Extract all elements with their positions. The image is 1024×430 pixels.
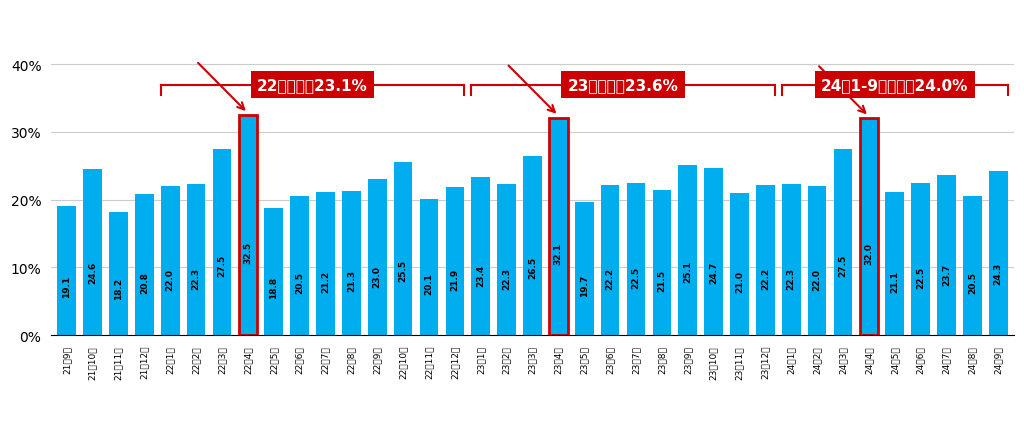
Bar <box>989 171 1008 335</box>
Text: 26.5: 26.5 <box>528 256 537 278</box>
Text: 22.2: 22.2 <box>605 267 614 289</box>
Bar <box>264 209 283 335</box>
Bar <box>705 169 723 335</box>
Bar <box>394 163 413 335</box>
Bar <box>342 191 360 335</box>
Bar <box>213 150 231 335</box>
Bar <box>549 119 567 335</box>
Bar <box>652 190 671 335</box>
Text: 25.5: 25.5 <box>398 259 408 281</box>
Bar <box>239 116 257 335</box>
Bar <box>574 202 594 335</box>
Text: 24.7: 24.7 <box>709 261 718 283</box>
Text: 22.3: 22.3 <box>502 267 511 289</box>
Text: 25.1: 25.1 <box>683 260 692 282</box>
Text: 27.5: 27.5 <box>217 254 226 276</box>
Bar <box>601 185 620 335</box>
Bar <box>368 180 386 335</box>
Text: 20.8: 20.8 <box>140 271 148 293</box>
Text: 19.1: 19.1 <box>62 275 72 298</box>
Text: 32.1: 32.1 <box>554 242 563 264</box>
Text: 20.5: 20.5 <box>968 272 977 294</box>
Text: 22年平均：23.1%: 22年平均：23.1% <box>257 78 368 93</box>
Bar <box>756 185 775 335</box>
Bar <box>859 119 879 335</box>
Bar <box>161 187 179 335</box>
Text: 22.0: 22.0 <box>166 268 175 290</box>
Text: 19.7: 19.7 <box>580 273 589 296</box>
Bar <box>445 187 464 335</box>
Bar <box>471 177 490 335</box>
Bar <box>549 119 567 335</box>
Text: 21.0: 21.0 <box>735 270 744 292</box>
Text: 22.3: 22.3 <box>786 267 796 289</box>
Text: 27.5: 27.5 <box>839 254 848 276</box>
Bar <box>498 185 516 335</box>
Text: 32.0: 32.0 <box>864 242 873 264</box>
Text: 23.0: 23.0 <box>373 265 382 287</box>
Text: 21.1: 21.1 <box>890 270 899 292</box>
Bar <box>57 206 76 335</box>
Bar <box>937 175 955 335</box>
Text: 23年平均：23.6%: 23年平均：23.6% <box>567 78 679 93</box>
Bar <box>834 150 852 335</box>
Bar <box>83 169 102 335</box>
Bar <box>316 192 335 335</box>
Bar <box>963 197 982 335</box>
Text: 24年1-9月平均：24.0%: 24年1-9月平均：24.0% <box>821 78 969 93</box>
Text: 21.2: 21.2 <box>321 270 330 292</box>
Text: 18.8: 18.8 <box>269 276 279 298</box>
Text: 24.6: 24.6 <box>88 261 97 283</box>
Text: 22.0: 22.0 <box>813 268 821 290</box>
Bar <box>523 157 542 335</box>
Text: 23.4: 23.4 <box>476 264 485 286</box>
Text: 21.3: 21.3 <box>347 270 356 292</box>
Bar <box>186 185 206 335</box>
Text: 22.2: 22.2 <box>761 267 770 289</box>
Text: 24.3: 24.3 <box>993 262 1002 284</box>
Text: 20.5: 20.5 <box>295 272 304 294</box>
Bar <box>911 183 930 335</box>
Text: 20.1: 20.1 <box>425 273 433 295</box>
Text: 22.5: 22.5 <box>916 267 925 289</box>
Bar <box>886 193 904 335</box>
Bar <box>782 185 801 335</box>
Text: 32.5: 32.5 <box>244 241 252 263</box>
Bar <box>627 183 645 335</box>
Bar <box>290 197 309 335</box>
Text: 21.5: 21.5 <box>657 269 667 291</box>
Text: 22.3: 22.3 <box>191 267 201 289</box>
Text: 23.7: 23.7 <box>942 264 951 286</box>
Bar <box>135 195 154 335</box>
Bar <box>859 119 879 335</box>
Bar <box>730 194 749 335</box>
Bar <box>679 166 697 335</box>
Bar <box>110 212 128 335</box>
Bar <box>808 187 826 335</box>
Bar <box>420 200 438 335</box>
Text: 22.5: 22.5 <box>632 267 640 289</box>
Bar <box>239 116 257 335</box>
Text: 21.9: 21.9 <box>451 268 460 290</box>
Text: 18.2: 18.2 <box>114 278 123 300</box>
